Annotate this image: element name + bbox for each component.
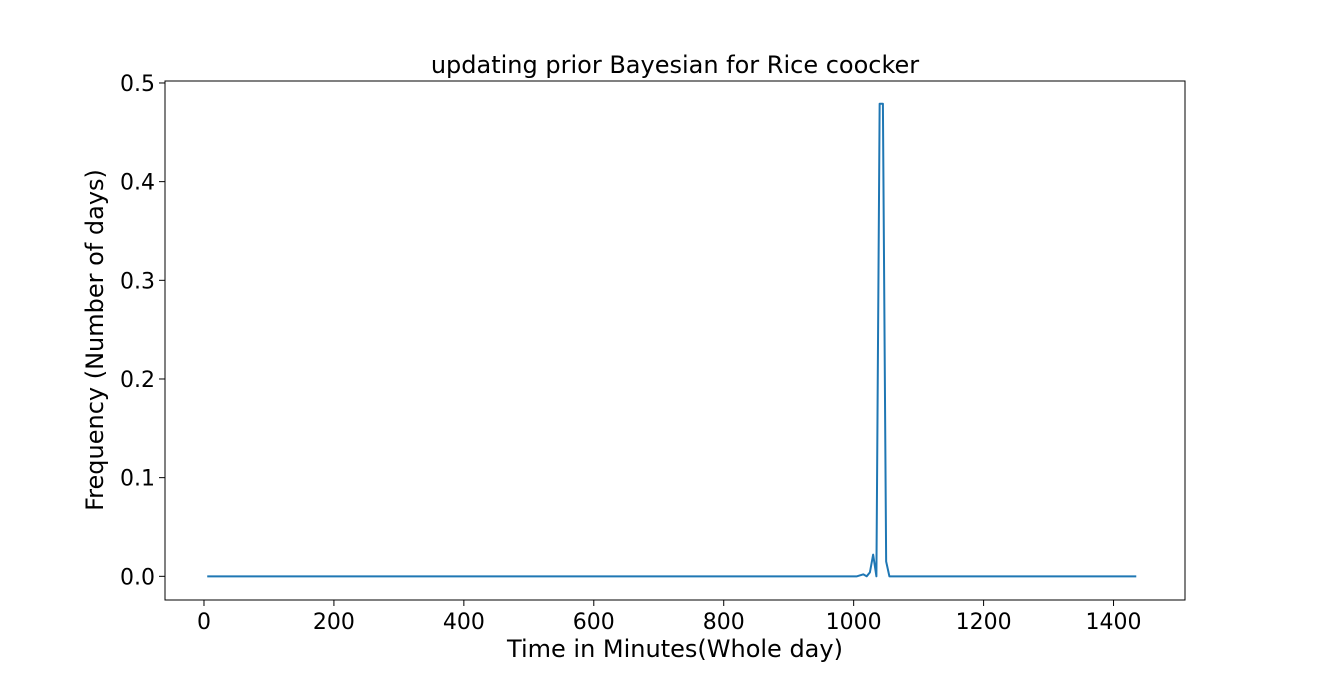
- x-tick-label: 1000: [826, 610, 882, 635]
- x-tick-label: 1400: [1086, 610, 1142, 635]
- y-axis-label: Frequency (Number of days): [81, 169, 109, 511]
- y-tick-label: 0.5: [120, 72, 155, 97]
- x-tick-label: 0: [197, 610, 211, 635]
- series-line-0: [207, 102, 1137, 578]
- x-tick-label: 600: [573, 610, 615, 635]
- y-tick-label: 0.2: [120, 368, 155, 393]
- x-tick-label: 800: [703, 610, 745, 635]
- plot-area: [164, 80, 1186, 601]
- y-tick-label: 0.3: [120, 269, 155, 294]
- series-layer: [207, 102, 1137, 578]
- chart-title: updating prior Bayesian for Rice coocker: [431, 51, 919, 79]
- y-axis-ticks: 0.0 0.1 0.2 0.3 0.4 0.5: [120, 72, 165, 590]
- x-tick-label: 200: [313, 610, 355, 635]
- y-tick-label: 0.1: [120, 467, 155, 492]
- x-tick-label: 1200: [956, 610, 1012, 635]
- x-axis-ticks: 0 200 400 600 800 1000 1200 1400: [197, 600, 1142, 635]
- axes-frame: [164, 80, 1186, 601]
- x-axis-label: Time in Minutes(Whole day): [506, 635, 843, 663]
- y-tick-label: 0.0: [120, 565, 155, 590]
- y-tick-label: 0.4: [120, 171, 155, 196]
- x-tick-label: 400: [443, 610, 485, 635]
